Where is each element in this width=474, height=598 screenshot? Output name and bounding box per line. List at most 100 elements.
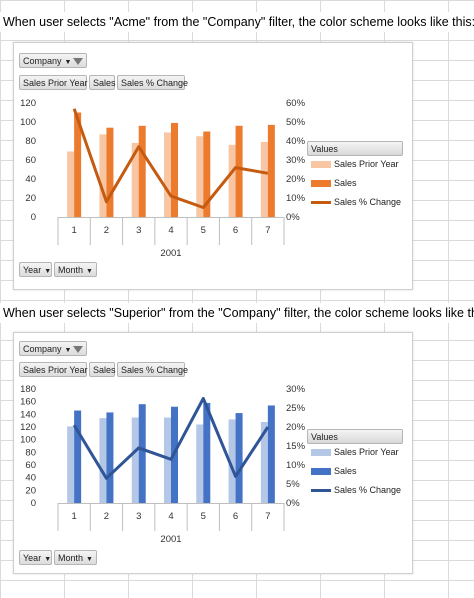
bar [99, 418, 107, 503]
field-button-label: Sales Prior Year [23, 365, 88, 375]
field-button-sales-change[interactable]: Sales % Change [117, 75, 188, 90]
chevron-down-icon: ▼ [44, 556, 52, 563]
x-tick-label: 3 [136, 511, 141, 522]
axis-button-month[interactable]: Month ▼ [54, 262, 97, 277]
y-tick-label: 120 [20, 422, 36, 433]
axis-button-label: Year [23, 265, 42, 275]
bar [203, 131, 211, 217]
y-tick-label: 40 [25, 473, 36, 484]
field-button-sales[interactable]: Sales [89, 75, 116, 90]
combo-chart-acme: 0 20 40 60 80 100 120 0% 10% 20% 30% 40% 50% 60% 1 2 3 4 5… [20, 98, 306, 259]
legend-item-sales-change: Sales % Change [311, 197, 401, 207]
chevron-down-icon: ▼ [86, 268, 93, 275]
pivot-chart-superior: Company ▼ Sales Prior Year Sales Sales % … [13, 332, 413, 574]
axis-button-month[interactable]: Month ▼ [54, 550, 97, 565]
chevron-down-icon: ▼ [86, 556, 93, 563]
legend-item-sales: Sales [311, 466, 357, 476]
legend-title-text: Values [311, 432, 338, 442]
x-tick-label: 7 [265, 225, 270, 236]
filter-icon [73, 58, 84, 66]
legend-item-sales: Sales [311, 178, 357, 188]
company-filter-button[interactable]: Company ▼ [19, 53, 87, 68]
x-tick-label: 6 [233, 225, 238, 236]
legend-item-sales-change: Sales % Change [311, 485, 401, 495]
field-button-sales-prior-year[interactable]: Sales Prior Year [19, 362, 88, 377]
x-tick-label: 2 [104, 511, 109, 522]
x-tick-label: 4 [168, 511, 173, 522]
y-tick-label: 100 [20, 117, 36, 128]
legend-label: Sales [334, 466, 357, 476]
y-tick-label: 80 [25, 447, 36, 458]
y2-tick-label: 0% [286, 498, 300, 509]
y-tick-label: 20 [25, 485, 36, 496]
bar [260, 141, 268, 217]
bar [106, 412, 114, 503]
y-tick-label: 60 [25, 155, 36, 166]
field-button-label: Sales [93, 78, 116, 88]
bar [267, 124, 275, 217]
axis-button-label: Year [23, 553, 42, 563]
y2-tick-label: 15% [286, 441, 306, 452]
bar [67, 426, 75, 503]
axis-button-label: Month [58, 265, 84, 275]
field-button-label: Sales Prior Year [23, 78, 88, 88]
y2-tick-label: 30% [286, 155, 306, 166]
y-tick-label: 40 [25, 174, 36, 185]
x-tick-label: 4 [168, 225, 173, 236]
chevron-down-icon: ▼ [64, 59, 72, 66]
legend-title-text: Values [311, 144, 338, 154]
y2-tick-label: 50% [286, 117, 306, 128]
chevron-down-icon: ▼ [44, 268, 52, 275]
y-tick-label: 120 [20, 98, 36, 109]
legend-item-sales-prior-year: Sales Prior Year [311, 447, 399, 457]
x-tick-label: 6 [233, 511, 238, 522]
chevron-down-icon: ▼ [64, 347, 72, 354]
y-tick-label: 80 [25, 136, 36, 147]
x-tick-label: 1 [71, 225, 76, 236]
bar [164, 132, 171, 217]
x-group-label: 2001 [160, 248, 181, 259]
field-button-label: Sales % Change [121, 365, 189, 375]
x-tick-label: 5 [201, 511, 206, 522]
legend-swatch [311, 180, 331, 188]
y2-tick-label: 0% [286, 212, 300, 223]
caption-superior: When user selects "Superior" from the "C… [0, 303, 474, 323]
y-tick-label: 0 [31, 212, 36, 223]
y2-tick-label: 20% [286, 422, 306, 433]
x-tick-label: 2 [104, 225, 109, 236]
bar [138, 404, 146, 503]
axis-button-year[interactable]: Year ▼ [19, 262, 52, 277]
field-button-sales[interactable]: Sales [89, 362, 116, 377]
axis-button-year[interactable]: Year ▼ [19, 550, 52, 565]
y-tick-label: 180 [20, 384, 36, 395]
legend-swatch [311, 489, 331, 493]
legend-swatch [311, 161, 331, 169]
pivot-chart-acme: Company ▼ Sales Prior Year Sales Sales % … [13, 42, 413, 290]
y-tick-label: 140 [20, 409, 36, 420]
caption-acme: When user selects "Acme" from the "Compa… [0, 12, 474, 32]
company-filter-button[interactable]: Company ▼ [19, 341, 87, 356]
y-tick-label: 0 [31, 498, 36, 509]
bar [260, 421, 268, 503]
bar [235, 413, 243, 503]
bar [171, 122, 178, 217]
y-tick-label: 20 [25, 193, 36, 204]
field-button-sales-change[interactable]: Sales % Change [117, 362, 189, 377]
legend-label: Sales % Change [334, 197, 402, 207]
bar [138, 125, 146, 217]
y2-tick-label: 5% [286, 479, 300, 490]
y2-tick-label: 30% [286, 384, 306, 395]
bar [74, 410, 82, 503]
bar [228, 419, 236, 503]
bar [106, 127, 114, 217]
y2-tick-label: 20% [286, 174, 306, 185]
axis-button-label: Month [58, 553, 84, 563]
bar [235, 125, 243, 217]
field-button-sales-prior-year[interactable]: Sales Prior Year [19, 75, 88, 90]
y-tick-label: 60 [25, 460, 36, 471]
line-series-sales-change [72, 397, 270, 480]
filter-icon [73, 346, 84, 354]
bar [267, 405, 275, 503]
y-tick-label: 100 [20, 435, 36, 446]
